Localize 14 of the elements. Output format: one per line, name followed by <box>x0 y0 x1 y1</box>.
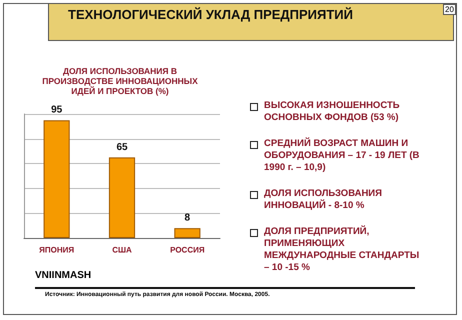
x-tick-label: ЯПОНИЯ <box>39 246 74 254</box>
text: 20 <box>443 4 456 15</box>
text: ДОЛЯ ИСПОЛЬЗОВАНИЯ ИННОВАЦИЙ - 8-10 % <box>264 188 383 212</box>
data-label: 95 <box>51 104 63 116</box>
chart-subtitle: ДОЛЯ ИСПОЛЬЗОВАНИЯ В ПРОИЗВОДСТВЕ ИННОВАЦИОННЫХ ИДЕЙ И ПРОЕКТОВ (%) <box>41 66 199 96</box>
x-tick-label: РОССИЯ <box>170 246 205 254</box>
chart-title: ТЕХНОЛОГИЧЕСКИЙ УКЛАД ПРЕДПРИЯТИЙ <box>68 7 353 22</box>
text: VNIINMASH <box>35 270 92 281</box>
data-label: 65 <box>116 142 128 153</box>
text: ДОЛЯ ПРЕДПРИЯТИЙ, ПРИМЕНЯЮЩИХ МЕЖДУНАРОДНЫЕ СТАНДАРТЫ – 10 -15 % <box>264 226 420 274</box>
text: СРЕДНИЙ ВОЗРАСТ МАШИН И ОБОРУДОВАНИЯ – 17 - 19 ЛЕТ (В 1990 г. – 10,9) <box>264 138 420 174</box>
x-tick-label: США <box>112 246 132 254</box>
data-label: 8 <box>184 212 191 224</box>
text: ВЫСОКАЯ ИЗНОШЕННОСТЬ ОСНОВНЫХ ФОНДОВ (53 %) <box>264 100 401 124</box>
